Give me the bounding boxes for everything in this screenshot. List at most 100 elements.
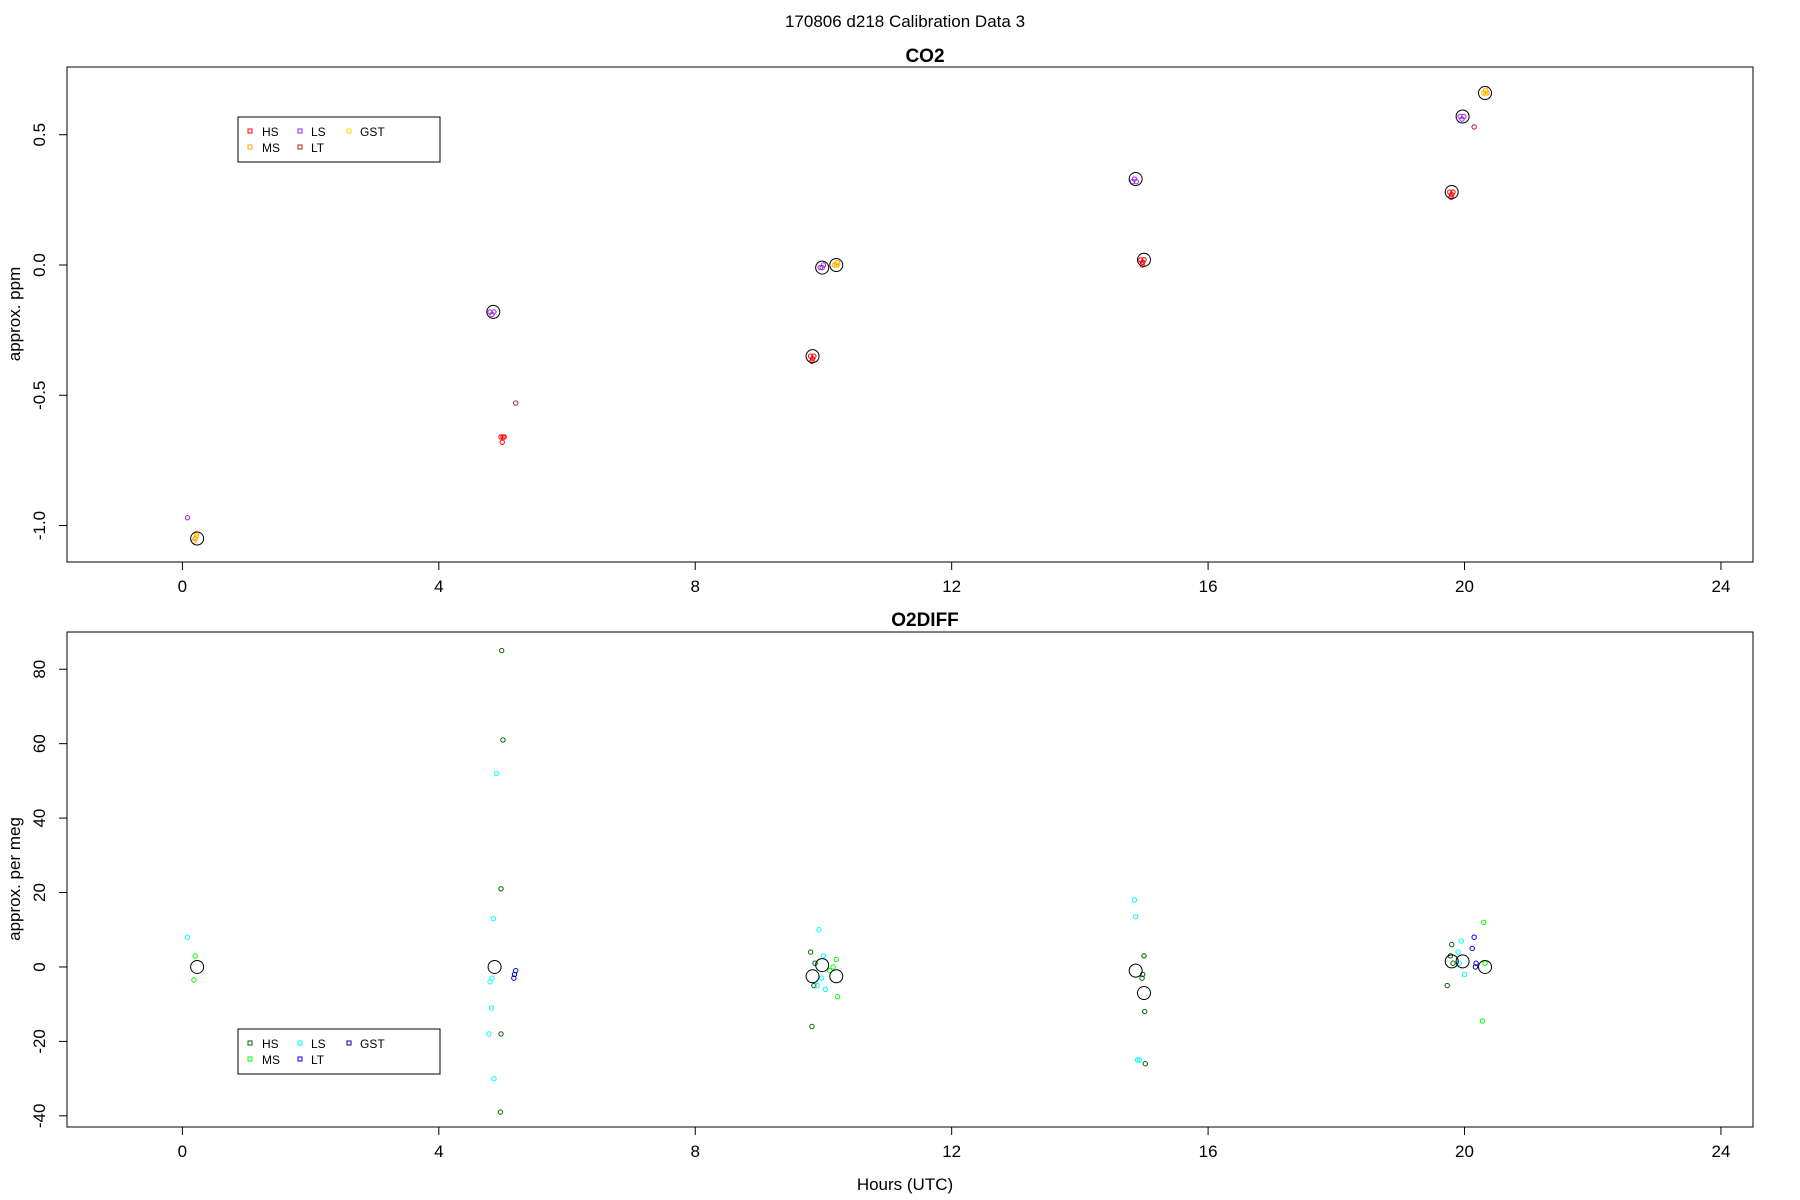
o2diff-point-hs [498, 886, 504, 892]
o2diff-point-ls [1456, 960, 1463, 966]
o2diff-y-tick-label: 20 [30, 883, 49, 902]
co2-panel: CO2 approx. ppm 0 4 8 12 16 20 24 -1.0 -0.5 0.0 0… [5, 46, 1754, 596]
o2diff-point-ls [486, 1031, 492, 1037]
co2-legend: HS MS LS LT GST [237, 116, 441, 163]
o2diff-legend-box [237, 1028, 441, 1075]
o2diff-x-tick-label: 16 [1199, 1142, 1218, 1161]
o2diff-point-ms [192, 953, 198, 959]
o2diff-point-hs [1142, 1061, 1148, 1067]
o2diff-legend-ls-key [297, 1040, 303, 1046]
o2diff-point-hs [812, 960, 818, 966]
co2-x-tick-label: 20 [1455, 577, 1474, 596]
o2diff-point-hs [498, 647, 505, 654]
o2diff-mean-marker [1444, 954, 1459, 969]
co2-legend-gst-label: GST [360, 125, 385, 139]
o2diff-legend-gst-label: GST [360, 1037, 385, 1051]
co2-y-tick-label: 0.5 [30, 123, 49, 147]
o2diff-x-tick-label: 24 [1711, 1142, 1730, 1161]
o2diff-x-tick-label: 4 [434, 1142, 443, 1161]
o2diff-point-lt [1473, 960, 1479, 966]
co2-point-ms [193, 533, 200, 539]
o2diff-point-ls [814, 982, 820, 989]
o2diff-legend-lt-label: LT [311, 1053, 325, 1067]
o2diff-point-ls [490, 915, 497, 922]
co2-x-tick-label: 8 [691, 577, 700, 596]
o2diff-data-points [184, 647, 1493, 1115]
o2diff-point-hs [1448, 941, 1455, 948]
co2-point-hs [809, 358, 815, 365]
o2diff-point-ls [487, 979, 493, 985]
co2-point-gst [834, 262, 841, 268]
co2-y-axis-label: approx. ppm [5, 267, 24, 362]
co2-legend-gst-key [346, 128, 352, 134]
o2diff-point-ls [488, 1005, 495, 1011]
co2-y-tick-label: -0.5 [30, 381, 49, 410]
o2diff-point-ls [1131, 897, 1138, 903]
o2diff-point-gst [511, 971, 518, 978]
co2-point-ls [1133, 178, 1139, 185]
co2-point-ls [819, 264, 825, 271]
co2-mean-marker [815, 260, 830, 275]
co2-point-ms [831, 262, 838, 268]
o2diff-point-ls [1461, 971, 1468, 978]
co2-point-ls [184, 515, 191, 521]
co2-panel-title: CO2 [905, 46, 944, 67]
co2-legend-ls-key [297, 128, 303, 134]
co2-point-ms [191, 538, 197, 544]
x-axis-label: Hours (UTC) [857, 1175, 953, 1194]
o2diff-point-hs [807, 949, 814, 955]
o2diff-point-lt [511, 975, 517, 981]
o2diff-y-tick-label: 60 [30, 734, 49, 753]
o2diff-point-lt [1469, 945, 1475, 952]
co2-point-lt [1471, 124, 1477, 130]
o2diff-panel: O2DIFF approx. per meg 0 4 8 12 16 20 24 -40 -2… [5, 610, 1754, 1161]
o2diff-mean-marker [487, 959, 502, 974]
o2diff-legend-ls-label: LS [311, 1037, 326, 1051]
o2diff-point-hs [1141, 953, 1147, 959]
co2-point-hs [1448, 191, 1455, 198]
o2diff-point-ms [1481, 919, 1487, 926]
o2diff-y-tick-label: 80 [30, 660, 49, 679]
o2diff-x-tick-label: 12 [942, 1142, 961, 1161]
o2diff-point-ms [191, 977, 197, 983]
co2-mean-marker [829, 258, 844, 272]
co2-x-axis: 0 4 8 12 16 20 24 [178, 562, 1730, 596]
co2-mean-marker [1128, 172, 1143, 187]
co2-mean-marker [805, 349, 820, 364]
o2diff-point-ls [493, 770, 500, 777]
o2diff-panel-title: O2DIFF [891, 610, 959, 631]
co2-point-hs [1450, 189, 1456, 195]
o2diff-legend-ms-key [247, 1056, 253, 1062]
o2diff-point-hs [1139, 975, 1145, 981]
o2diff-point-ls [491, 1075, 497, 1082]
co2-y-tick-label: -1.0 [30, 511, 49, 540]
o2diff-legend: HS MS LS LT GST [237, 1028, 441, 1075]
o2diff-point-hs [1450, 960, 1456, 966]
co2-mean-marker [1478, 86, 1493, 101]
o2diff-x-axis: 0 4 8 12 16 20 24 [178, 1127, 1730, 1161]
co2-point-hs [1140, 259, 1146, 266]
o2diff-point-ms [834, 994, 841, 1000]
co2-mean-marker [1455, 109, 1470, 124]
o2diff-point-ls [1455, 949, 1461, 955]
co2-point-lt [513, 400, 519, 406]
o2diff-mean-marker [1455, 954, 1470, 969]
o2diff-legend-lt-key [297, 1056, 303, 1062]
co2-x-tick-label: 16 [1199, 577, 1218, 596]
co2-x-tick-label: 4 [434, 577, 443, 596]
o2diff-mean-marker [805, 969, 820, 984]
co2-x-tick-label: 0 [178, 577, 187, 596]
o2diff-legend-gst-key [346, 1040, 352, 1046]
figure-title: 170806 d218 Calibration Data 3 [785, 12, 1025, 31]
o2diff-plot-frame [66, 631, 1754, 1128]
o2diff-x-tick-label: 20 [1455, 1142, 1474, 1161]
o2diff-legend-hs-label: HS [262, 1037, 279, 1051]
o2diff-point-ls [822, 986, 829, 992]
co2-mean-marker [486, 304, 501, 319]
co2-point-hs [498, 434, 504, 440]
o2diff-y-tick-label: 40 [30, 809, 49, 828]
co2-legend-ms-label: MS [262, 141, 280, 155]
o2diff-y-tick-label: 0 [30, 962, 49, 971]
co2-point-hs [809, 356, 816, 362]
co2-x-tick-label: 12 [942, 577, 961, 596]
